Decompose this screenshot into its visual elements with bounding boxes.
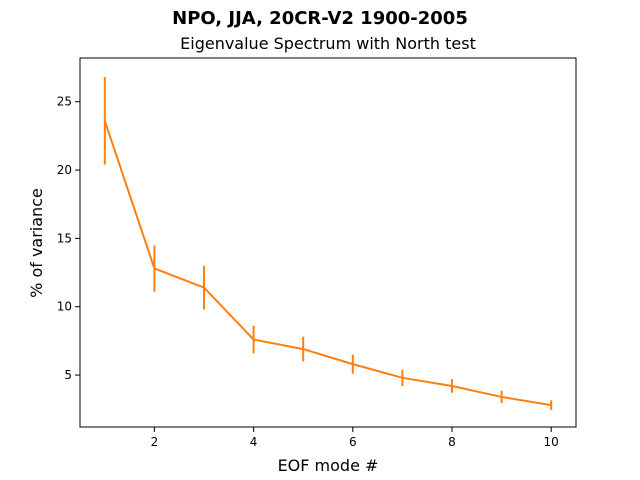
x-tick-label: 8 (448, 435, 456, 449)
y-axis-ticks: 5 10 15 20 25 (57, 95, 80, 382)
x-tick-label: 6 (349, 435, 357, 449)
y-tick-label: 15 (57, 231, 72, 245)
plot-area-frame (79, 57, 577, 428)
series-line (103, 120, 552, 407)
x-tick-label: 4 (250, 435, 258, 449)
chart-subtitle: Eigenvalue Spectrum with North test (180, 34, 476, 53)
chart-title: NPO, JJA, 20CR-V2 1900-2005 (172, 8, 468, 29)
y-axis-label: % of variance (27, 188, 46, 298)
x-tick-label: 2 (151, 435, 159, 449)
x-axis-label: EOF mode # (278, 456, 379, 475)
y-tick-label: 20 (57, 163, 72, 177)
y-tick-label: 10 (57, 300, 72, 314)
series-layer (103, 77, 553, 410)
x-tick-label: 10 (544, 435, 559, 449)
x-axis-ticks: 2 4 6 8 10 (151, 427, 559, 449)
y-tick-label: 5 (64, 368, 72, 382)
y-tick-label: 25 (57, 95, 72, 109)
